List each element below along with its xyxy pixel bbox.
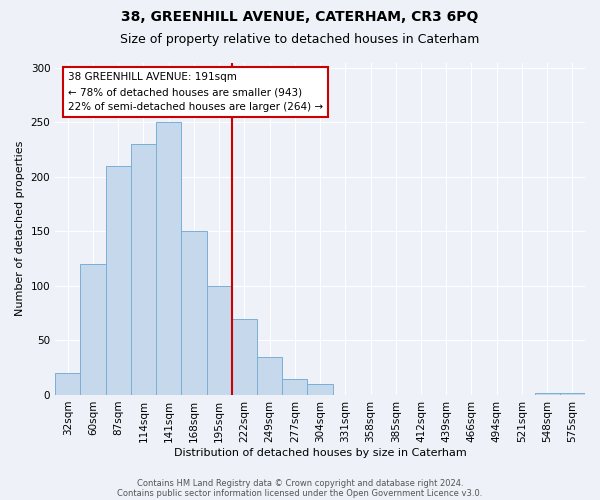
Y-axis label: Number of detached properties: Number of detached properties xyxy=(15,141,25,316)
Text: 38, GREENHILL AVENUE, CATERHAM, CR3 6PQ: 38, GREENHILL AVENUE, CATERHAM, CR3 6PQ xyxy=(121,10,479,24)
Text: 38 GREENHILL AVENUE: 191sqm
← 78% of detached houses are smaller (943)
22% of se: 38 GREENHILL AVENUE: 191sqm ← 78% of det… xyxy=(68,72,323,112)
X-axis label: Distribution of detached houses by size in Caterham: Distribution of detached houses by size … xyxy=(174,448,466,458)
Text: Size of property relative to detached houses in Caterham: Size of property relative to detached ho… xyxy=(121,32,479,46)
Bar xyxy=(181,232,206,395)
Bar xyxy=(257,357,282,395)
Bar xyxy=(80,264,106,395)
Bar xyxy=(106,166,131,395)
Bar xyxy=(307,384,332,395)
Bar xyxy=(206,286,232,395)
Bar xyxy=(55,373,80,395)
Text: Contains HM Land Registry data © Crown copyright and database right 2024.: Contains HM Land Registry data © Crown c… xyxy=(137,478,463,488)
Bar xyxy=(131,144,156,395)
Text: Contains public sector information licensed under the Open Government Licence v3: Contains public sector information licen… xyxy=(118,488,482,498)
Bar xyxy=(156,122,181,395)
Bar xyxy=(232,318,257,395)
Bar xyxy=(535,393,560,395)
Bar xyxy=(560,393,585,395)
Bar xyxy=(282,378,307,395)
